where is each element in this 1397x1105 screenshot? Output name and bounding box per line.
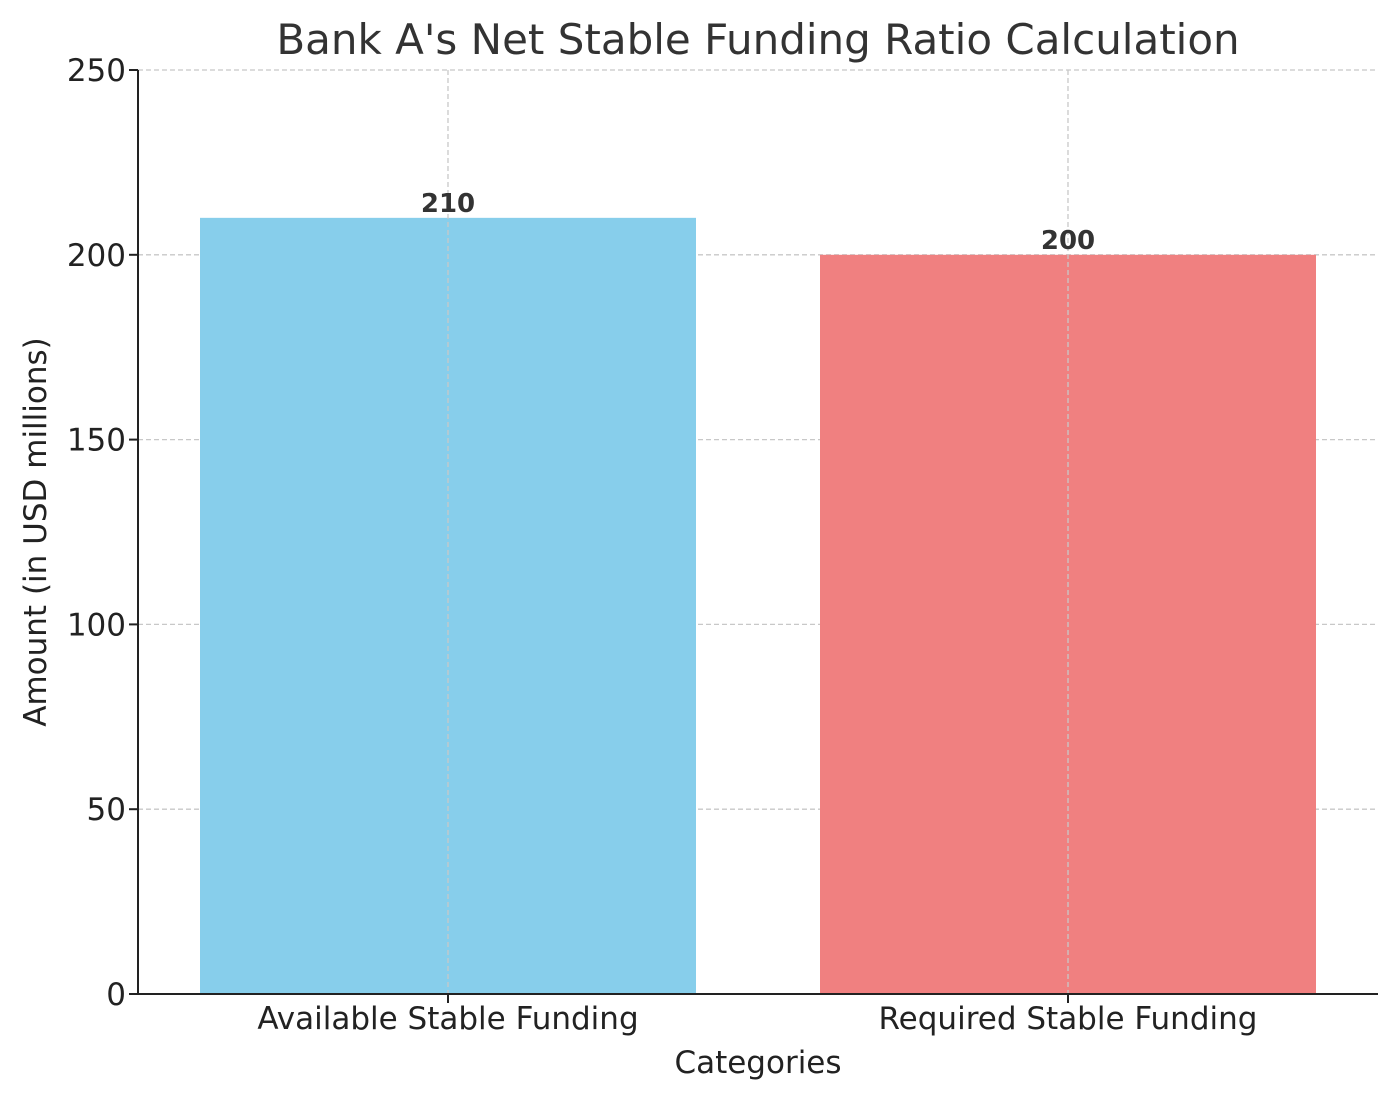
x-axis-label: Categories (674, 1045, 841, 1081)
y-axis-label: Amount (in USD millions) (18, 337, 54, 726)
y-tick-label: 150 (67, 423, 126, 459)
y-tick-label: 250 (67, 53, 126, 89)
ticks-layer (129, 69, 1069, 1003)
y-tick-label: 200 (67, 238, 126, 274)
bars-layer (200, 70, 1316, 995)
axes-layer (137, 70, 1378, 995)
x-tick-label: Required Stable Funding (879, 1001, 1258, 1037)
y-tick-label: 100 (67, 607, 126, 643)
y-tick-label: 50 (87, 792, 126, 828)
data-label: 200 (1041, 226, 1095, 256)
data-label: 210 (421, 189, 475, 219)
chart-title: Bank A's Net Stable Funding Ratio Calcul… (276, 15, 1239, 64)
y-tick-label: 0 (106, 977, 126, 1013)
x-tick-label: Available Stable Funding (257, 1001, 638, 1037)
labels-layer: 0 50 100 150 200 250 Available Stable Funding 2… (67, 53, 1258, 1037)
